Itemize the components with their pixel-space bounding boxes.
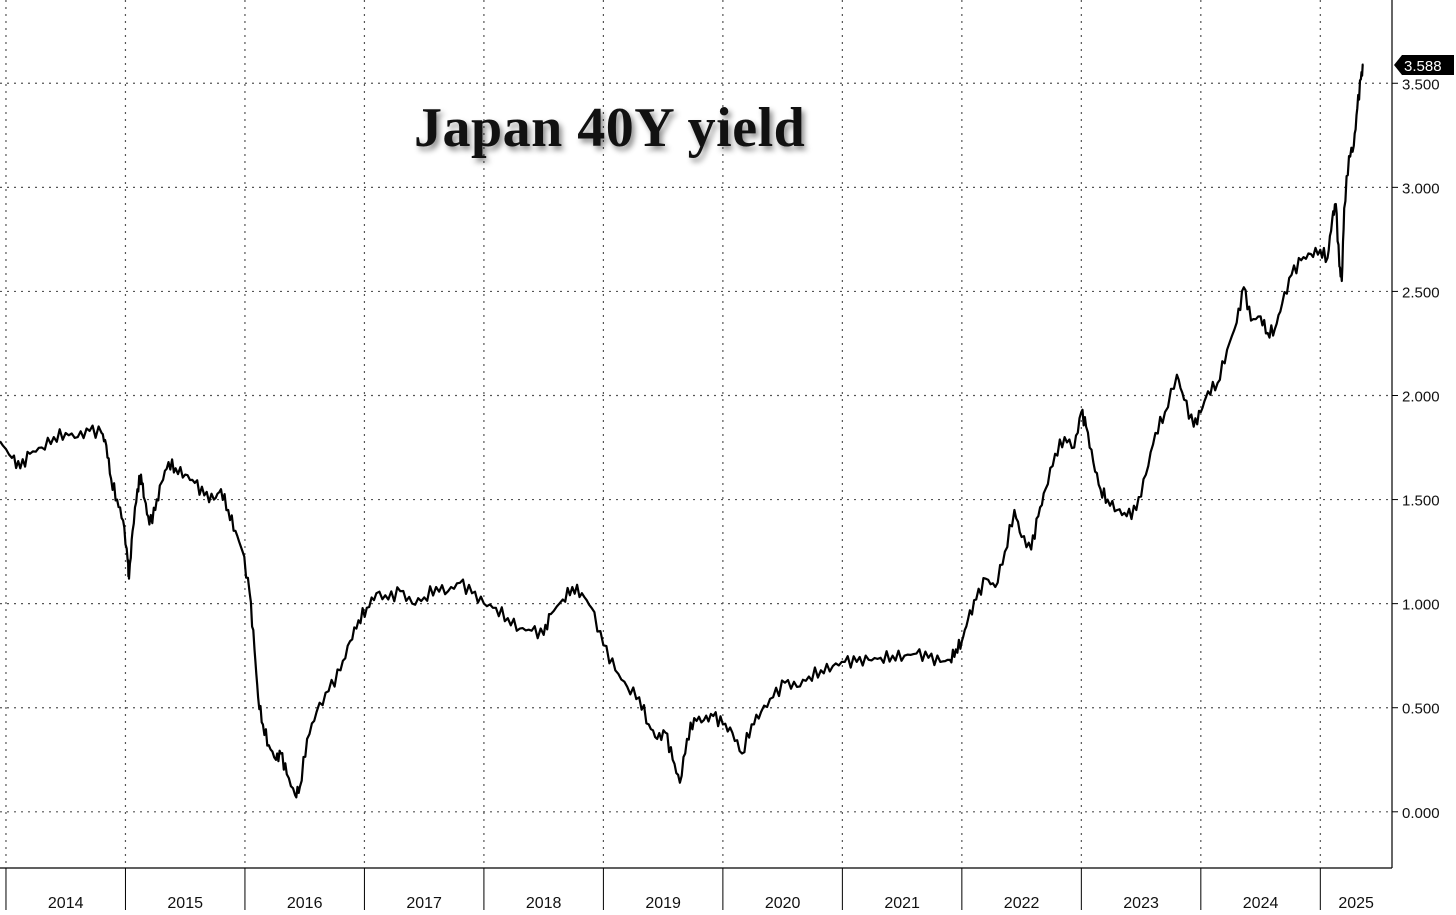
y-tick-label: 3.500	[1402, 76, 1440, 93]
x-tick-label: 2023	[1123, 895, 1159, 910]
series-line	[0, 63, 1364, 799]
x-tick-label: 2025	[1338, 895, 1374, 910]
series	[0, 63, 1364, 799]
x-tick-label: 2021	[884, 895, 920, 910]
y-tick-label: 3.000	[1402, 180, 1440, 197]
x-tick-label: 2014	[48, 895, 84, 910]
y-tick-label: 0.500	[1402, 701, 1440, 718]
grid	[0, 0, 1392, 868]
x-tick-label: 2022	[1004, 895, 1040, 910]
y-tick-label: 2.500	[1402, 284, 1440, 301]
x-tick-label: 2015	[167, 895, 203, 910]
last-value-label: 3.588	[1404, 58, 1442, 75]
y-tick-label: 1.000	[1402, 597, 1440, 614]
x-tick-label: 2018	[526, 895, 562, 910]
x-tick-label: 2017	[406, 895, 442, 910]
x-tick-label: 2016	[287, 895, 323, 910]
x-tick-label: 2019	[645, 895, 681, 910]
value-labels: 3.588	[1394, 54, 1454, 75]
y-tick-label: 1.500	[1402, 493, 1440, 510]
y-tick-label: 2.000	[1402, 388, 1440, 405]
x-tick-label: 2020	[765, 895, 801, 910]
chart-title: Japan 40Y yield	[414, 97, 806, 159]
x-tick-label: 2024	[1243, 895, 1279, 910]
last-value-badge	[1394, 54, 1454, 75]
y-tick-label: 0.000	[1402, 805, 1440, 822]
